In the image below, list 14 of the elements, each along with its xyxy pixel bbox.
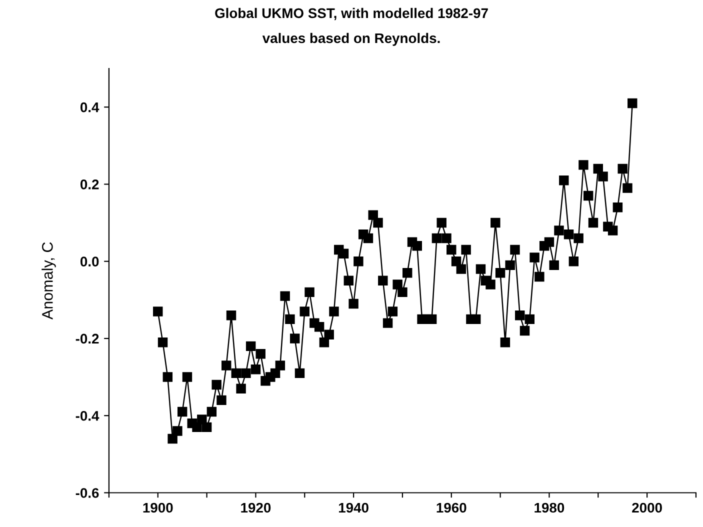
y-tick-label: -0.6 [76, 488, 99, 498]
x-tick-label: 1960 [436, 502, 466, 513]
y-tick-label: -0.2 [76, 334, 99, 344]
x-tick-label: 1920 [241, 502, 271, 513]
x-tick-label: 2000 [632, 502, 662, 513]
chart-title: Global UKMO SST, with modelled 1982-97 values based on Reynolds. [215, 8, 488, 46]
x-tick-label: 1900 [143, 502, 173, 513]
y-tick-label: 0.2 [80, 180, 99, 190]
x-tick-label: 1980 [534, 502, 564, 513]
y-axis-title: Anomaly, C [42, 242, 56, 320]
y-tick-label: 0.0 [80, 256, 99, 267]
y-tick-label: 0.4 [80, 102, 100, 112]
y-tick-label: -0.4 [76, 410, 100, 421]
x-tick-label: 1940 [338, 502, 368, 513]
